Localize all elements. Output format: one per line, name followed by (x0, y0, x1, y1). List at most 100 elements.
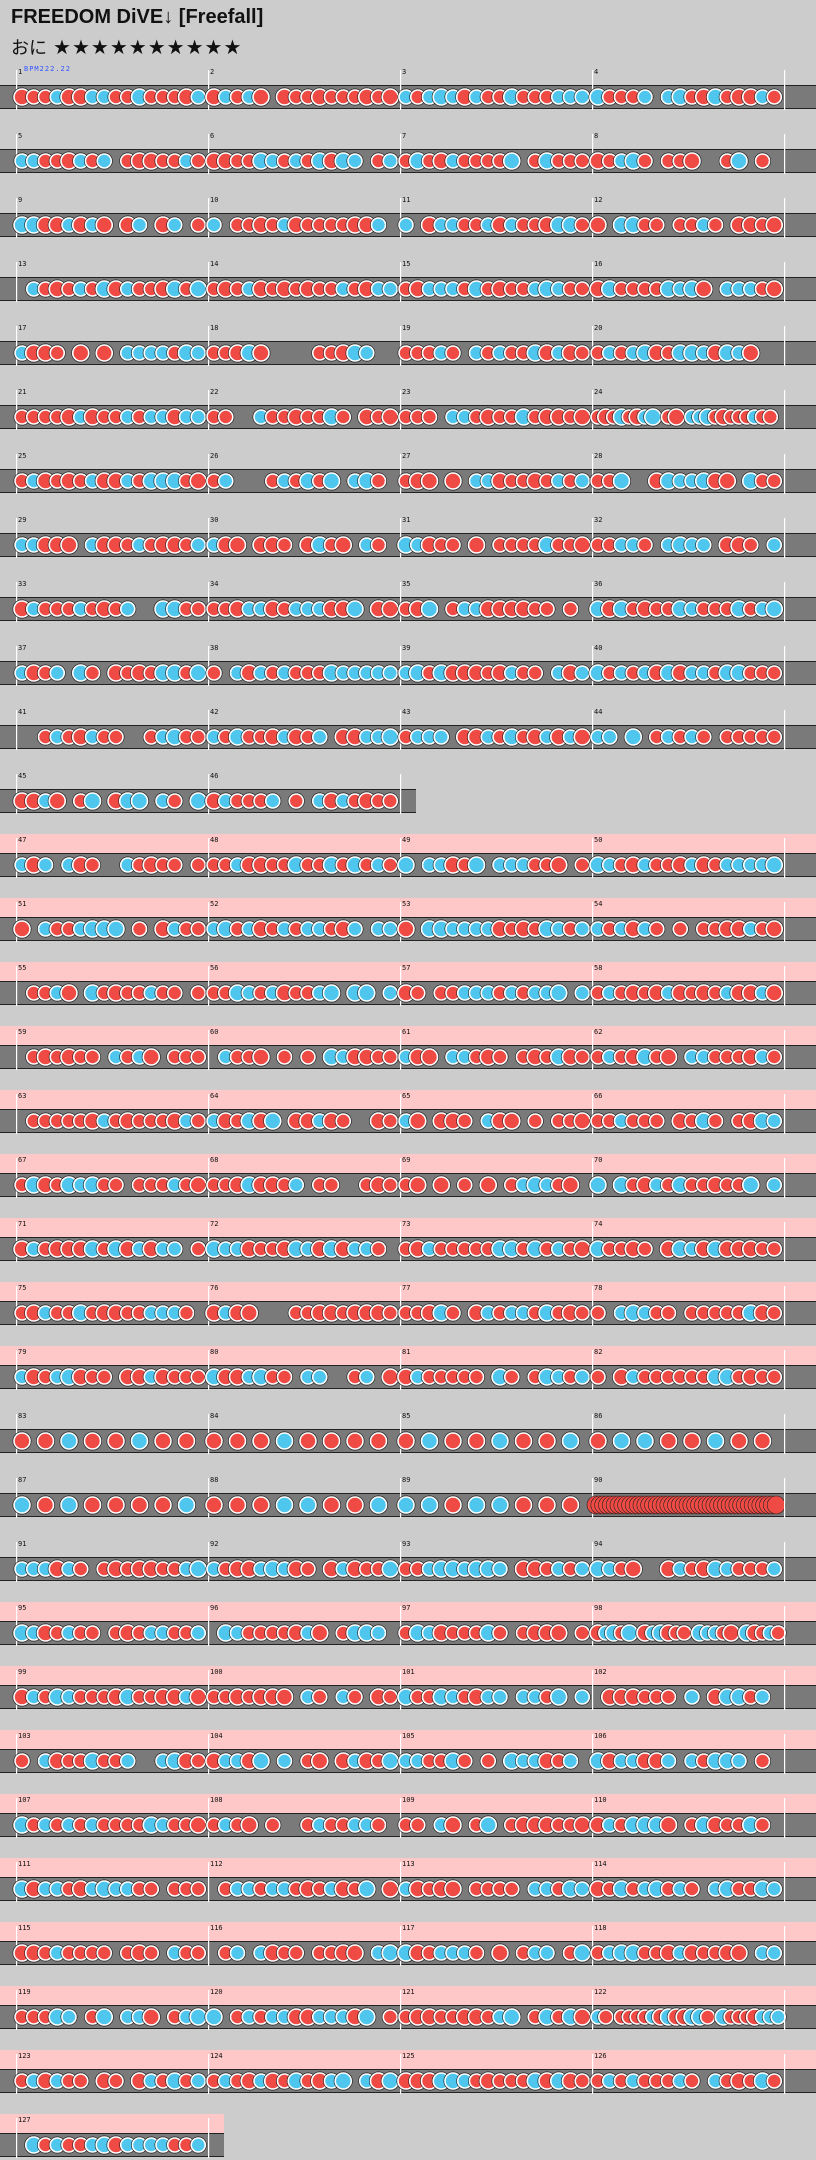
don-note (648, 217, 665, 233)
note-outline (419, 1431, 439, 1451)
don-note (288, 1945, 305, 1961)
ka-note (420, 1432, 439, 1450)
note-outline (228, 535, 248, 555)
chart-row: 63 64 65 66 (0, 1090, 816, 1134)
note-outline (765, 1112, 783, 1130)
ka-note (190, 2073, 207, 2089)
measure-line (208, 262, 210, 302)
measure-number: 88 (210, 1476, 218, 1484)
ka-note (322, 984, 341, 1002)
measure-line (400, 134, 402, 174)
don-note (382, 1113, 399, 1129)
don-note (276, 1049, 293, 1065)
measure-number: 123 (18, 2052, 31, 2060)
ka-note (433, 729, 450, 745)
note-outline (742, 536, 760, 554)
ka-note (311, 729, 328, 745)
note-outline (409, 1816, 427, 1834)
don-note (154, 1496, 172, 1514)
lane-border (0, 341, 816, 342)
measure-number: 107 (18, 1796, 31, 1804)
measure-line (208, 1414, 210, 1454)
measure-line (208, 1862, 210, 1902)
measure-line (784, 326, 786, 366)
don-note (444, 1816, 462, 1834)
don-note (95, 344, 114, 362)
note-outline (204, 1431, 224, 1451)
don-note (590, 1305, 606, 1321)
chart-row: 115 116 117 118 (0, 1922, 816, 1966)
chart-row: 83 84 85 86 (0, 1412, 816, 1454)
ka-note (190, 89, 207, 105)
don-note (13, 920, 31, 938)
don-note (672, 921, 689, 937)
ka-note (107, 920, 125, 938)
measure-number: 80 (210, 1348, 218, 1356)
don-note (492, 1625, 508, 1641)
note-outline (752, 1431, 772, 1451)
measure-number: 71 (18, 1220, 26, 1228)
don-note (48, 792, 67, 810)
measure-number: 55 (18, 964, 26, 972)
don-note (444, 1432, 462, 1450)
don-note (206, 665, 222, 681)
measure-line (208, 1478, 210, 1518)
don-note (766, 89, 783, 105)
note-outline (658, 1047, 678, 1067)
note-outline (636, 152, 654, 170)
don-note (684, 1881, 700, 1897)
don-note (573, 1816, 592, 1834)
ka-note (346, 600, 364, 618)
measure-line (400, 518, 402, 558)
measure-number: 86 (594, 1412, 602, 1420)
don-note (444, 1496, 462, 1514)
note-outline (72, 1560, 90, 1578)
note-outline (695, 728, 713, 746)
measure-line (784, 198, 786, 238)
ka-note (369, 1496, 388, 1514)
don-note (766, 1369, 783, 1385)
note-outline (107, 2072, 125, 2090)
don-note (538, 1496, 556, 1514)
ka-note (347, 921, 363, 937)
don-note (456, 1753, 473, 1769)
measure-line (784, 70, 786, 110)
measure-number: 108 (210, 1796, 223, 1804)
ka-note (502, 2008, 521, 2026)
don-note (683, 1432, 701, 1450)
ka-note (264, 793, 281, 809)
don-note (766, 473, 783, 489)
note-outline (166, 792, 184, 810)
measure-number: 52 (210, 900, 218, 908)
note-outline (204, 1495, 224, 1515)
lane-border (0, 1173, 816, 1174)
note-outline (513, 1495, 533, 1515)
don-note (190, 1881, 207, 1897)
note-outline (274, 1495, 294, 1515)
measure-number: 78 (594, 1284, 602, 1292)
note-outline (368, 1431, 388, 1451)
don-note (514, 1496, 533, 1514)
measure-number: 126 (594, 2052, 607, 2060)
difficulty-row: おに ★ ★ ★ ★ ★ ★ ★ ★ ★ ★ (11, 34, 242, 60)
don-note (36, 1496, 55, 1514)
ka-note (637, 89, 653, 105)
measure-number: 113 (402, 1860, 415, 1868)
ka-note (166, 1241, 183, 1257)
don-note (765, 216, 784, 234)
don-note (178, 1305, 195, 1321)
note-outline (177, 1495, 197, 1515)
chart-row: 5 6 7 8 (0, 132, 816, 174)
measure-number: 69 (402, 1156, 410, 1164)
ka-note (166, 217, 183, 233)
note-outline (765, 1368, 783, 1386)
don-note (381, 1880, 400, 1898)
note-outline (166, 1240, 184, 1258)
note-outline (502, 1111, 522, 1131)
measure-line (784, 1670, 786, 1710)
lane-border (0, 149, 816, 150)
measure-number: 59 (18, 1028, 26, 1036)
measure-line (400, 1862, 402, 1902)
note-outline (251, 1047, 271, 1067)
lane-border (0, 2069, 816, 2070)
